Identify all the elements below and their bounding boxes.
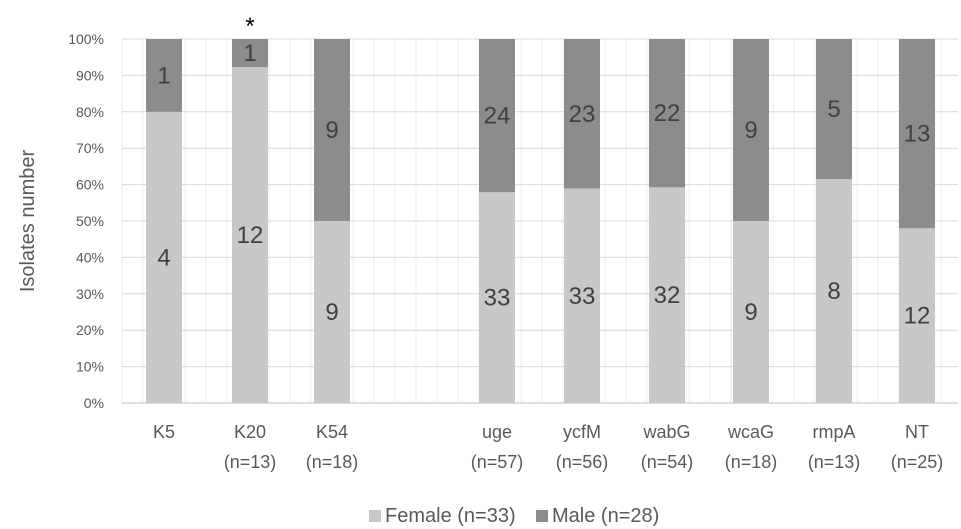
category-label: uge [482,422,512,442]
bar-female [146,111,182,404]
bar-male [564,39,600,189]
data-label-female: 9 [325,299,338,326]
category-label: K54 [316,422,348,442]
y-tick-label: 0% [84,395,104,411]
data-label-male: 1 [157,62,170,89]
y-axis-label: Isolates number [17,150,39,293]
category-count: (n=54) [641,452,694,472]
significance-marker: * [245,13,254,40]
bar-female [899,228,935,403]
y-tick-label: 90% [76,67,104,83]
bar-female [479,192,515,403]
legend: Female (n=33) Male (n=28) [369,505,659,527]
bar-male [649,39,685,188]
data-label-male: 9 [325,117,338,144]
bar-male [733,39,769,221]
data-label-male: 13 [904,121,931,148]
data-label-female: 33 [569,283,596,310]
category-label: K5 [153,422,175,442]
y-tick-label: 60% [76,177,104,193]
bar-male [899,39,935,229]
data-label-female: 12 [237,222,264,249]
y-tick-label: 10% [76,359,104,375]
y-tick-label: 20% [76,322,104,338]
x-axis-categories: K5 K20 (n=13) K54 (n=18) uge (n=57) ycfM (n=56) w… [153,422,943,472]
data-label-female: 12 [904,303,931,330]
bar-male [816,39,852,179]
category-label: ycfM [563,422,601,442]
category-label: K20 [234,422,266,442]
data-label-female: 33 [484,285,511,312]
y-tick-label: 40% [76,249,104,265]
bar-female [314,221,350,403]
data-label-female: 8 [827,278,840,305]
data-label-male: 24 [484,103,511,130]
bar-male [232,39,268,67]
category-count: (n=13) [808,452,861,472]
bar-female [564,188,600,403]
y-tick-label: 50% [76,213,104,229]
data-label-male: 9 [744,117,757,144]
data-label-male: 5 [827,96,840,123]
category-label: rmpA [812,422,855,442]
bar-female [649,187,685,403]
y-tick-label: 80% [76,104,104,120]
bar-female [733,221,769,403]
bar-female [816,179,852,403]
category-label: NT [905,422,929,442]
category-count: (n=18) [725,452,778,472]
data-label-male: 23 [569,101,596,128]
legend-label: Male (n=28) [552,505,659,527]
y-axis-ticks: 0% 10% 20% 30% 40% 50% 60% 70% 80% 90% 100% [68,31,104,411]
legend-swatch [369,510,381,522]
bar-male [146,39,182,112]
y-tick-label: 100% [68,31,104,47]
data-label-male: 22 [654,100,681,127]
data-label-female: 9 [744,299,757,326]
legend-label: Female (n=33) [385,505,516,527]
y-tick-label: 30% [76,286,104,302]
category-label: wcaG [727,422,774,442]
data-label-female: 4 [157,244,170,271]
data-label-female: 32 [654,282,681,309]
bar-male [314,39,350,221]
bar-female [232,67,268,403]
category-label: wabG [642,422,690,442]
category-count: (n=25) [891,452,944,472]
category-count: (n=18) [306,452,359,472]
y-tick-label: 70% [76,140,104,156]
legend-swatch [536,510,548,522]
category-count: (n=56) [556,452,609,472]
category-count: (n=57) [471,452,524,472]
data-label-male: 1 [243,40,256,67]
category-count: (n=13) [224,452,277,472]
bar-male [479,39,515,193]
